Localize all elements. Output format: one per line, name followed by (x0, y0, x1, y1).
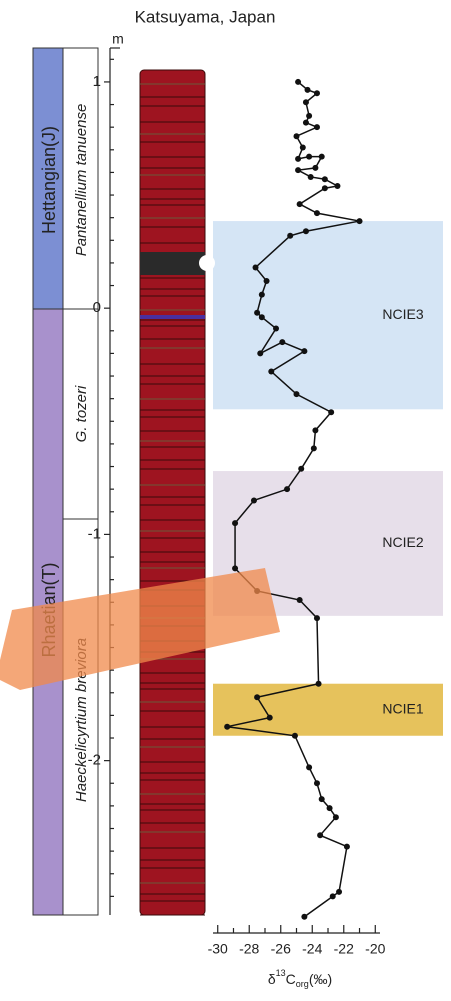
data-point (344, 844, 350, 850)
data-point (314, 780, 320, 786)
data-point (328, 409, 334, 415)
data-point (251, 497, 257, 503)
band-label: NCIE2 (382, 534, 423, 550)
data-point (273, 326, 279, 332)
data-point (295, 79, 301, 85)
x-tick-label: -22 (334, 941, 354, 957)
y-tick-label: -1 (88, 525, 101, 542)
lithology-bed (140, 315, 205, 319)
lithology-notch (199, 255, 215, 271)
data-point (322, 185, 328, 191)
data-point (303, 99, 309, 105)
data-point (312, 165, 318, 171)
y-tick-label: 0 (93, 299, 101, 316)
data-point (294, 133, 300, 139)
x-label-part: C (286, 971, 296, 987)
data-point (305, 87, 311, 93)
data-point (314, 124, 320, 130)
stage-label: Hettangian(J) (39, 126, 59, 234)
x-tick-label: -30 (208, 941, 228, 957)
zone-label: Pantanellium tanuense (73, 104, 90, 257)
data-point (311, 445, 317, 451)
data-point (314, 615, 320, 621)
data-point (259, 292, 265, 298)
data-point (297, 597, 303, 603)
chart-title: Katsuyama, Japan (135, 7, 276, 26)
data-point (254, 310, 260, 316)
data-point (308, 174, 314, 180)
data-point (292, 733, 298, 739)
data-point (317, 832, 323, 838)
x-tick-label: -26 (271, 941, 291, 957)
data-point (232, 520, 238, 526)
data-point (327, 805, 333, 811)
data-point (322, 176, 328, 182)
band-label: NCIE3 (382, 306, 423, 322)
x-axis-label: δ13Corg(‰) (268, 968, 332, 989)
data-point (284, 486, 290, 492)
x-label-part: (‰) (309, 971, 332, 987)
data-point (298, 466, 304, 472)
chart: NCIE3 NCIE2 NCIE1 Katsuyama, Japan Hettang… (0, 0, 451, 1001)
data-point (330, 893, 336, 899)
data-point (257, 350, 263, 356)
data-point (314, 90, 320, 96)
data-point (295, 167, 301, 173)
data-point (264, 278, 270, 284)
data-point (224, 724, 230, 730)
data-point (319, 154, 325, 160)
data-point (259, 314, 265, 320)
x-tick-label: -28 (239, 941, 259, 957)
x-label-part: δ (268, 971, 276, 987)
data-point (303, 228, 309, 234)
data-point (297, 201, 303, 207)
y-unit: m (112, 31, 124, 47)
data-point (295, 156, 301, 162)
data-point (316, 681, 322, 687)
x-label-part: 13 (276, 968, 286, 978)
x-label-part: org (296, 979, 309, 989)
data-point (301, 914, 307, 920)
x-tick-label: -24 (302, 941, 322, 957)
band-label: NCIE1 (382, 700, 423, 716)
data-point (312, 427, 318, 433)
data-point (294, 391, 300, 397)
data-point (232, 565, 238, 571)
data-point (301, 348, 307, 354)
data-point (306, 113, 312, 119)
data-point (306, 764, 312, 770)
data-point (334, 183, 340, 189)
y-tick-label: -2 (88, 752, 101, 769)
lithology-column (140, 70, 205, 915)
data-point (279, 339, 285, 345)
data-point (287, 233, 293, 239)
data-point (300, 145, 306, 151)
data-point (357, 218, 363, 224)
x-tick-label: -20 (365, 941, 385, 957)
data-point (268, 369, 274, 375)
zone-label: G. tozeri (73, 385, 90, 442)
data-point (267, 715, 273, 721)
data-point (336, 889, 342, 895)
data-point (303, 120, 309, 126)
data-point (314, 210, 320, 216)
data-point (319, 796, 325, 802)
data-point (253, 264, 259, 270)
data-point (333, 814, 339, 820)
lithology-bed (140, 252, 205, 275)
y-tick-label: 1 (93, 73, 101, 90)
data-point (254, 694, 260, 700)
data-point (306, 154, 312, 160)
